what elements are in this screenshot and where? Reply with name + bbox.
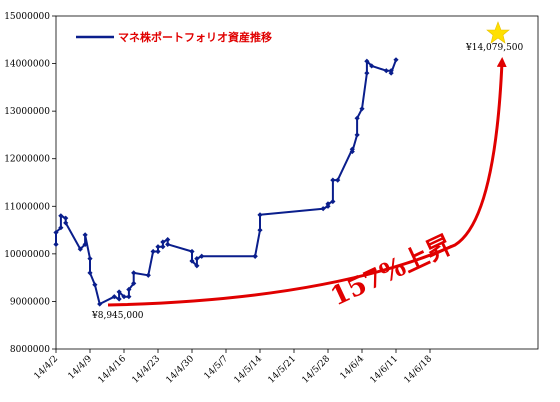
data-point	[131, 280, 137, 286]
data-point	[63, 215, 69, 221]
data-point	[330, 198, 336, 205]
data-point	[145, 272, 151, 278]
data-point	[121, 294, 127, 300]
data-point	[111, 294, 117, 300]
data-point	[53, 241, 59, 247]
x-tick-label: 14/4/30	[165, 354, 197, 386]
data-point	[257, 227, 263, 233]
data-point	[58, 213, 64, 219]
x-tick-label: 14/6/11	[369, 354, 401, 386]
data-point	[63, 220, 69, 226]
data-point	[335, 177, 341, 183]
data-point	[165, 241, 171, 247]
data-point	[155, 248, 161, 255]
legend: マネ株ポートフォリオ資産推移	[76, 30, 272, 44]
data-point	[354, 115, 360, 121]
data-point	[364, 58, 370, 64]
data-point	[194, 263, 200, 269]
y-tick-label: 13000000	[4, 107, 50, 117]
x-tick-label: 14/4/2	[33, 354, 61, 382]
data-point	[359, 106, 365, 112]
x-axis: 14/4/2 14/4/9 14/4/16 14/4/23 14/4/30 14/5/7 1…	[33, 349, 435, 386]
y-tick-label: 12000000	[4, 155, 50, 165]
x-tick-label: 14/4/16	[97, 354, 129, 386]
data-point	[150, 248, 156, 255]
max-value-label: ¥14,079,500	[465, 43, 524, 53]
y-tick-label: 9000000	[10, 297, 50, 307]
data-point	[364, 70, 370, 76]
data-point	[369, 63, 375, 69]
x-tick-label: 14/6/18	[403, 354, 435, 386]
data-point	[155, 244, 161, 250]
data-point	[383, 68, 389, 74]
data-point	[199, 253, 205, 259]
data-point	[160, 244, 166, 250]
data-point	[82, 241, 88, 247]
data-point	[189, 258, 195, 264]
data-point	[92, 282, 98, 288]
data-point	[252, 253, 258, 259]
data-point	[325, 201, 331, 207]
y-tick-label: 8000000	[10, 345, 50, 355]
data-point	[354, 132, 360, 138]
x-tick-label: 14/5/28	[301, 354, 333, 386]
data-point	[194, 256, 200, 262]
x-tick-label: 14/5/7	[203, 354, 231, 382]
data-point	[126, 286, 132, 293]
plot-area	[55, 15, 539, 350]
star-icon	[486, 21, 510, 44]
data-point	[58, 225, 64, 231]
data-point	[82, 232, 88, 238]
data-point	[393, 57, 399, 63]
x-tick-label: 14/6/4	[339, 354, 367, 382]
y-axis: 15000000 14000000 13000000 12000000 11000000…	[4, 12, 56, 355]
min-value-label: ¥8,945,000	[91, 311, 144, 321]
data-point	[257, 212, 263, 218]
x-tick-label: 14/5/21	[267, 354, 299, 386]
growth-arrow	[107, 57, 507, 307]
y-tick-label: 10000000	[4, 250, 50, 260]
data-point	[87, 270, 93, 276]
data-point	[388, 70, 394, 76]
data-point	[116, 289, 122, 295]
x-tick-label: 14/4/23	[131, 354, 163, 386]
data-point	[131, 270, 137, 276]
x-tick-label: 14/5/14	[233, 354, 265, 386]
data-point	[320, 206, 326, 212]
data-point	[53, 229, 59, 236]
data-point	[77, 246, 83, 252]
y-tick-label: 11000000	[4, 202, 50, 212]
data-point	[160, 239, 166, 245]
data-point	[126, 294, 132, 300]
data-point	[97, 301, 103, 307]
data-point	[349, 148, 355, 155]
legend-label: マネ株ポートフォリオ資産推移	[118, 30, 272, 44]
data-point	[330, 177, 336, 183]
x-tick-label: 14/4/9	[67, 354, 95, 382]
data-point	[87, 256, 93, 262]
y-tick-label: 15000000	[4, 12, 50, 22]
data-point	[189, 248, 195, 255]
data-point	[165, 236, 171, 243]
data-point	[116, 296, 122, 302]
series-markers	[53, 57, 399, 307]
y-tick-label: 14000000	[4, 60, 50, 70]
